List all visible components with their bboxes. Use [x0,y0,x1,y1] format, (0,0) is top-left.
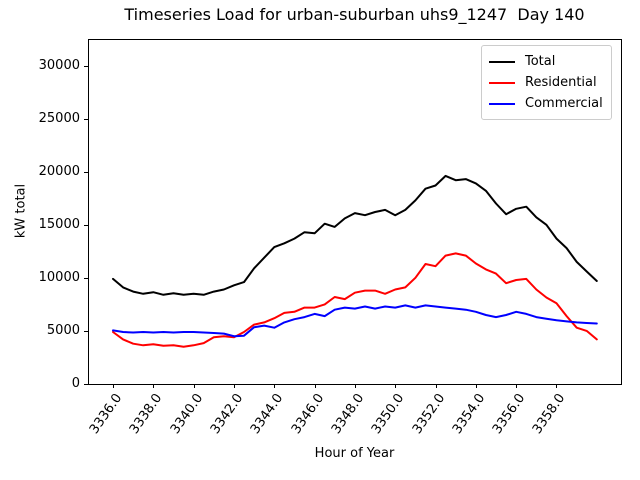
legend-label: Commercial [525,95,603,111]
x-axis-label: Hour of Year [314,446,395,461]
legend-item-commercial: Commercial [489,93,603,114]
y-tick-label: 25000 [38,110,80,126]
legend-line-icon [489,81,515,84]
series-line-total [112,174,598,296]
y-axis-label: kW total [13,183,29,239]
legend-label: Total [525,53,556,69]
legend-line-icon [489,60,515,63]
y-tick-label: 5000 [46,322,80,338]
series-line-commercial [112,304,598,338]
y-tick-label: 30000 [38,57,80,73]
y-tick-label: 0 [71,376,80,391]
legend-item-total: Total [489,51,603,72]
legend-item-residential: Residential [489,72,603,93]
legend-label: Residential [525,74,597,90]
y-tick-label: 20000 [38,163,80,179]
series-line-residential [112,252,598,348]
y-tick-label: 15000 [38,216,80,232]
legend-line-icon [489,102,515,105]
chart-title: Timeseries Load for urban-suburban uhs9_… [124,5,585,24]
legend: Total Residential Commercial [481,45,612,120]
y-tick-label: 10000 [38,269,80,285]
